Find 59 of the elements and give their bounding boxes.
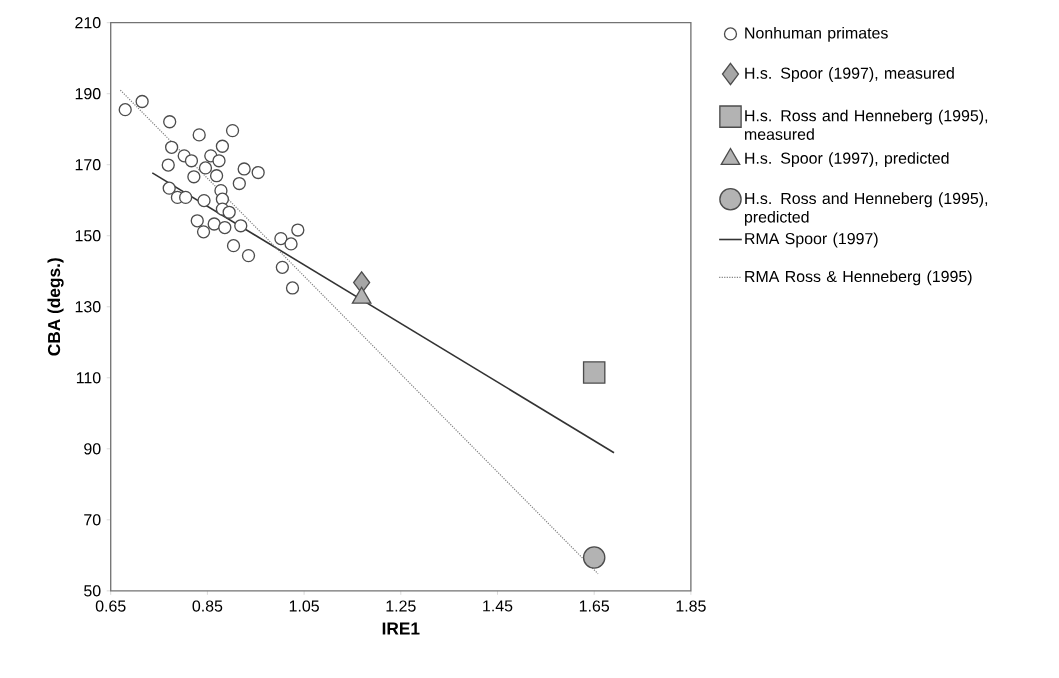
x-tick-label: 0.65 [95,600,126,612]
point [135,95,149,109]
point [184,154,199,168]
point [291,223,305,237]
x-tick-label: 1.65 [579,600,610,612]
x-tick-label: 1.85 [676,600,706,612]
point [234,219,248,233]
point [251,166,265,180]
point [197,194,211,208]
legend-label: H.s. Ross and Henneberg (1995), measured [745,109,988,141]
point [218,221,232,235]
y-tick-label: 170 [75,159,101,171]
y-tick-label: 150 [75,230,101,242]
y-tick-label: 90 [84,443,101,455]
y-tick-label: 190 [75,88,101,100]
point [209,169,224,183]
legend-label: RMA Spoor (1997) [745,232,878,248]
x-tick-label: 1.45 [483,600,513,612]
y-axis-title: CBA (degs.) [47,258,64,356]
point [215,139,230,154]
x-tick-label: 1.25 [386,600,416,612]
point [225,124,240,138]
y-tick-label: 130 [75,301,101,313]
point [192,128,206,142]
legend-label: H.s. Spoor (1997), measured [745,67,954,83]
legend-label: RMA Ross & Henneberg (1995) [745,270,972,286]
point [237,162,251,176]
point [212,154,226,168]
point [162,181,176,196]
point [207,217,221,231]
point [284,237,298,251]
point [179,190,193,205]
point [164,140,179,155]
point [187,170,201,184]
point [118,103,132,117]
y-tick-label: 70 [84,514,101,526]
point [163,115,177,129]
y-tick-label: 210 [75,17,101,29]
point [198,161,213,175]
y-tick-label: 110 [76,372,101,384]
point [190,214,204,228]
point [222,205,236,220]
point [582,361,606,384]
point [226,239,241,253]
x-tick-label: 1.05 [289,600,319,612]
x-axis-title: IRE1 [382,622,420,635]
point [582,546,606,569]
point [196,225,211,239]
legend-label: H.s. Spoor (1997), predicted [745,152,949,168]
y-tick-label: 50 [84,585,101,597]
point [161,158,175,172]
point [285,281,300,295]
point [232,177,246,191]
point [274,232,288,246]
point [275,260,289,275]
legend-label: H.s. Ross and Henneberg (1995), predicted [744,192,988,227]
legend-label: Nonhuman primates [745,27,888,43]
point [241,249,256,263]
x-tick-label: 0.85 [192,600,223,612]
